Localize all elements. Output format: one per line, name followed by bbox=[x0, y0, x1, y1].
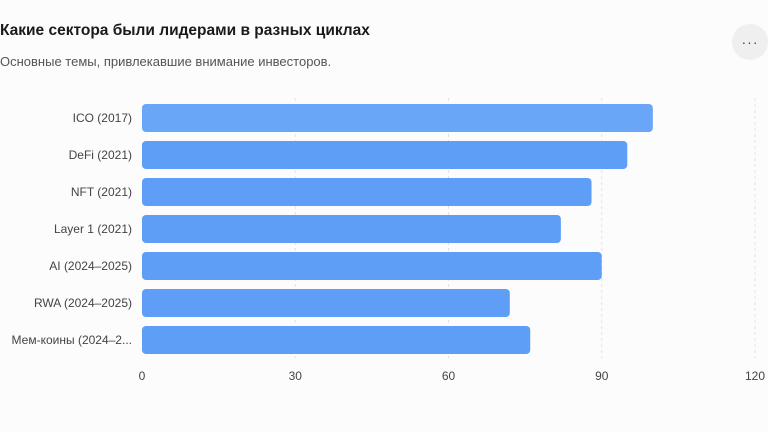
bar[interactable] bbox=[142, 289, 510, 317]
bar[interactable] bbox=[142, 178, 592, 206]
bar[interactable] bbox=[142, 252, 602, 280]
category-labels: ICO (2017) DeFi (2021) NFT (2021) Layer 1 (… bbox=[12, 111, 132, 347]
category-label: AI (2024–2025) bbox=[49, 259, 132, 273]
chart-title: Какие сектора были лидерами в разных цик… bbox=[0, 22, 370, 39]
x-tick-label: 30 bbox=[289, 369, 303, 383]
more-options-button[interactable]: ··· bbox=[732, 24, 768, 60]
chart-subtitle: Основные темы, привлекавшие внимание инв… bbox=[0, 54, 332, 69]
x-axis-ticks: 0 30 60 90 120 bbox=[139, 369, 766, 383]
category-label: Мем-коины (2024–2... bbox=[12, 333, 132, 347]
category-label: ICO (2017) bbox=[73, 111, 132, 125]
category-label: RWA (2024–2025) bbox=[34, 296, 132, 310]
bar[interactable] bbox=[142, 326, 531, 354]
bar[interactable] bbox=[142, 215, 561, 243]
category-label: NFT (2021) bbox=[71, 185, 132, 199]
x-tick-label: 120 bbox=[745, 369, 765, 383]
bars bbox=[142, 104, 653, 354]
category-label: DeFi (2021) bbox=[69, 148, 132, 162]
x-tick-label: 90 bbox=[595, 369, 609, 383]
bar[interactable] bbox=[142, 141, 628, 169]
x-tick-label: 60 bbox=[442, 369, 456, 383]
x-tick-label: 0 bbox=[139, 369, 146, 383]
category-label: Layer 1 (2021) bbox=[54, 222, 132, 236]
bar[interactable] bbox=[142, 104, 653, 132]
ellipsis-icon: ··· bbox=[741, 34, 759, 50]
